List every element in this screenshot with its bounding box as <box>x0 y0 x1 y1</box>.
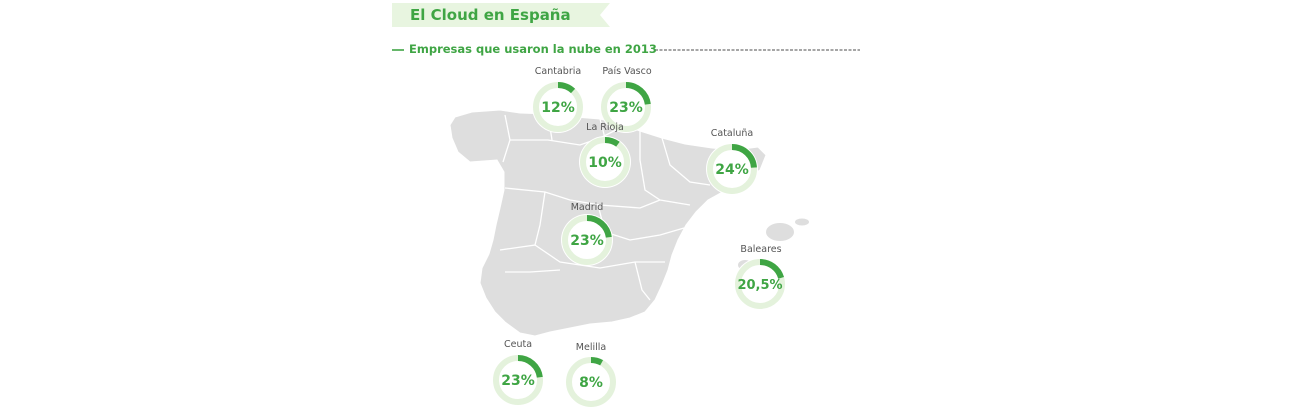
donut-arc-cantabria <box>557 82 576 94</box>
island-mallorca <box>766 223 794 241</box>
region-label-cantabria: Cantabria <box>535 66 581 77</box>
page-title: El Cloud en España <box>410 6 571 24</box>
donut-value-ceuta: 23% <box>501 373 535 389</box>
region-label-la-rioja: La Rioja <box>586 122 624 133</box>
region-label-baleares: Baleares <box>740 244 781 255</box>
donut-halo-la-rioja <box>579 136 631 188</box>
donut-pais-vasco: 23% País Vasco <box>600 66 652 133</box>
donut-halo-cataluna <box>706 143 758 195</box>
donut-value-madrid: 23% <box>570 233 604 249</box>
donut-value-la-rioja: 10% <box>588 155 622 171</box>
chart-subtitle: Empresas que usaron la nube en 2013 <box>409 42 657 56</box>
region-label-madrid: Madrid <box>571 202 604 213</box>
donut-arc-pais-vasco <box>625 82 651 105</box>
donut-madrid: 23% Madrid <box>561 202 613 266</box>
donut-ceuta: 23% Ceuta <box>492 339 544 406</box>
donut-halo-melilla <box>565 356 617 408</box>
donut-value-pais-vasco: 23% <box>609 100 643 116</box>
donut-halo-cantabria <box>532 81 584 133</box>
donut-arc-cataluna <box>731 144 757 169</box>
region-label-cataluna: Cataluña <box>711 128 754 139</box>
title-banner <box>392 3 610 27</box>
donut-arc-baleares <box>759 259 785 279</box>
donut-value-cataluna: 24% <box>715 162 749 178</box>
donut-arc-madrid <box>586 215 612 238</box>
donut-arc-ceuta <box>517 355 543 378</box>
donut-halo-madrid <box>561 214 613 266</box>
donut-baleares: 20,5% Baleares <box>734 244 786 310</box>
region-label-ceuta: Ceuta <box>504 339 532 350</box>
donut-markers: 12% Cantabria 23% País Vasco 10% La Rioja 24% C… <box>492 66 786 408</box>
island-menorca <box>795 218 809 226</box>
donut-arc-la-rioja <box>604 137 620 147</box>
donut-halo-ceuta <box>492 354 544 406</box>
donut-la-rioja: 10% La Rioja <box>579 122 631 188</box>
donut-halo-pais-vasco <box>600 81 652 133</box>
donut-value-cantabria: 12% <box>541 100 575 116</box>
donut-melilla: 8% Melilla <box>565 342 617 408</box>
donut-arc-melilla <box>590 357 604 366</box>
donut-cantabria: 12% Cantabria <box>532 66 584 133</box>
spain-mainland <box>449 109 767 337</box>
donut-value-baleares: 20,5% <box>737 278 782 293</box>
donut-value-melilla: 8% <box>579 375 603 391</box>
region-label-pais-vasco: País Vasco <box>602 66 651 77</box>
donut-halo-baleares <box>734 258 786 310</box>
donut-cataluna: 24% Cataluña <box>706 128 758 195</box>
region-label-melilla: Melilla <box>576 342 606 353</box>
